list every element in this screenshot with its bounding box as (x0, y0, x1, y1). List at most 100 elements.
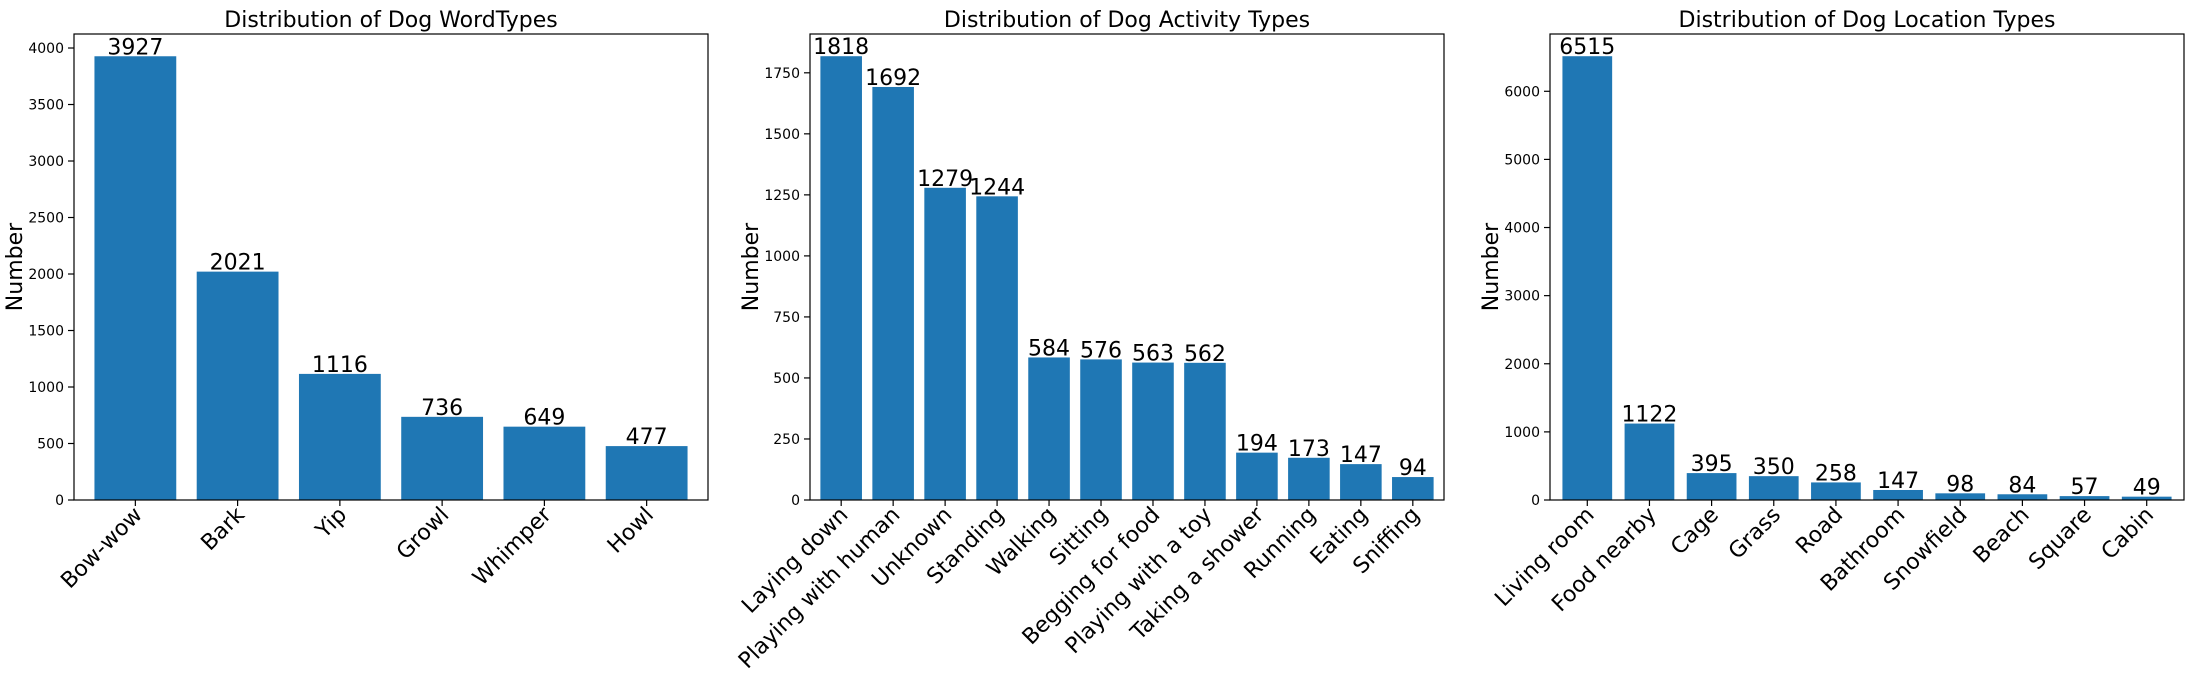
bar-value-label: 1818 (813, 35, 869, 60)
bar-value-label: 562 (1184, 342, 1226, 367)
y-tick-label: 1000 (764, 249, 800, 265)
bar (1811, 482, 1861, 500)
bar (976, 196, 1018, 501)
axes-frame (1549, 33, 2185, 501)
bar-value-label: 563 (1132, 342, 1174, 367)
x-tick-label: Cage (1666, 503, 1724, 561)
bar (1080, 359, 1122, 500)
chart-title: Distribution of Dog Activity Types (944, 8, 1310, 33)
x-tick-label: Bow-wow (56, 503, 147, 594)
y-tick-label: 4000 (28, 41, 64, 57)
bar (298, 373, 381, 500)
bar (2059, 496, 2110, 500)
bar (1562, 56, 1613, 500)
bar-value-label: 395 (1691, 452, 1733, 477)
bar-value-label: 49 (2133, 476, 2161, 501)
bar (1184, 362, 1226, 500)
bar (401, 416, 484, 500)
bar (94, 56, 177, 500)
x-tick-label: Grass (1724, 503, 1786, 565)
bar (1997, 494, 2048, 500)
y-tick-label: 2000 (28, 267, 64, 283)
bar (1624, 423, 1675, 500)
y-tick-label: 1500 (764, 127, 800, 143)
y-tick-label: 2500 (28, 211, 64, 227)
x-tick-label: Whimper (468, 502, 557, 591)
bar-value-label: 173 (1288, 437, 1330, 462)
y-tick-label: 3500 (28, 98, 64, 114)
chart-panel-1: Distribution of Dog WordTypes Number 0 500 1… (3, 8, 709, 594)
y-tick-label: 1000 (28, 380, 64, 396)
y-tick-label: 6000 (1504, 84, 1540, 100)
y-tick-label: 1000 (1504, 425, 1540, 441)
bar-value-label: 194 (1236, 432, 1278, 457)
bar-value-label: 2021 (210, 251, 266, 276)
y-axis-label: Number (3, 222, 28, 311)
bar (1873, 489, 1923, 500)
bar (1340, 464, 1382, 500)
bar-value-label: 1692 (865, 66, 921, 91)
bar (1288, 457, 1330, 500)
chart-panel-3: Distribution of Dog Location Types Number… (1479, 8, 2185, 617)
y-axis-label: Number (1479, 222, 1504, 311)
bar-value-label: 98 (1946, 472, 1974, 497)
bar (503, 426, 586, 500)
bar-value-label: 1279 (917, 167, 973, 192)
bar (605, 446, 688, 500)
x-tick-label: Cabin (2097, 503, 2159, 565)
x-tick-label: Yip (311, 503, 353, 545)
y-tick-label: 0 (1531, 493, 1540, 509)
bar-value-label: 350 (1753, 455, 1795, 480)
bar (820, 56, 862, 501)
y-tick-label: 750 (773, 310, 800, 326)
bar-value-label: 3927 (107, 35, 163, 60)
y-tick-label: 3000 (28, 154, 64, 170)
bar-value-label: 147 (1340, 443, 1382, 468)
y-tick-label: 1750 (764, 66, 800, 82)
chart-title: Distribution of Dog Location Types (1679, 8, 2056, 33)
y-tick-label: 2000 (1504, 357, 1540, 373)
bar (1686, 473, 1737, 500)
bar-value-label: 57 (2071, 475, 2099, 500)
y-tick-label: 3000 (1504, 289, 1540, 305)
y-tick-label: 5000 (1504, 152, 1540, 168)
bar (2121, 496, 2172, 500)
chart-panel-2: Distribution of Dog Activity Types Number… (734, 8, 1445, 674)
bar-value-label: 1116 (312, 353, 368, 378)
bar-value-label: 258 (1815, 461, 1857, 486)
bar-value-label: 736 (421, 396, 463, 421)
bar-value-label: 84 (2008, 473, 2036, 498)
y-axis-label: Number (739, 222, 764, 311)
bar-value-label: 477 (626, 425, 668, 450)
y-tick-label: 1250 (764, 188, 800, 204)
y-tick-label: 4000 (1504, 221, 1540, 237)
x-tick-label: Bark (197, 502, 250, 555)
x-tick-label: Howl (603, 503, 659, 559)
bar-value-label: 147 (1877, 469, 1919, 494)
bar (1392, 477, 1434, 500)
bar (924, 187, 966, 500)
axes-frame (73, 33, 709, 501)
y-tick-label: 0 (55, 493, 64, 509)
bar (1935, 493, 1986, 500)
bar (872, 86, 914, 500)
x-tick-label: Growl (392, 503, 454, 565)
bar (1028, 357, 1070, 500)
bar-value-label: 6515 (1559, 35, 1615, 60)
bar (196, 271, 279, 500)
y-tick-label: 1500 (28, 324, 64, 340)
y-tick-label: 250 (773, 432, 800, 448)
bar (1236, 452, 1278, 500)
x-tick-label: Road (1791, 503, 1848, 560)
bar-value-label: 649 (523, 406, 565, 431)
bar-value-label: 576 (1080, 338, 1122, 363)
bar-value-label: 94 (1399, 456, 1427, 481)
bar-value-label: 1244 (969, 175, 1025, 200)
y-tick-label: 500 (773, 371, 800, 387)
axes-frame (809, 33, 1445, 501)
y-tick-label: 0 (791, 493, 800, 509)
y-tick-label: 500 (37, 437, 64, 453)
bar-value-label: 1122 (1621, 403, 1677, 428)
bar (1748, 476, 1799, 500)
